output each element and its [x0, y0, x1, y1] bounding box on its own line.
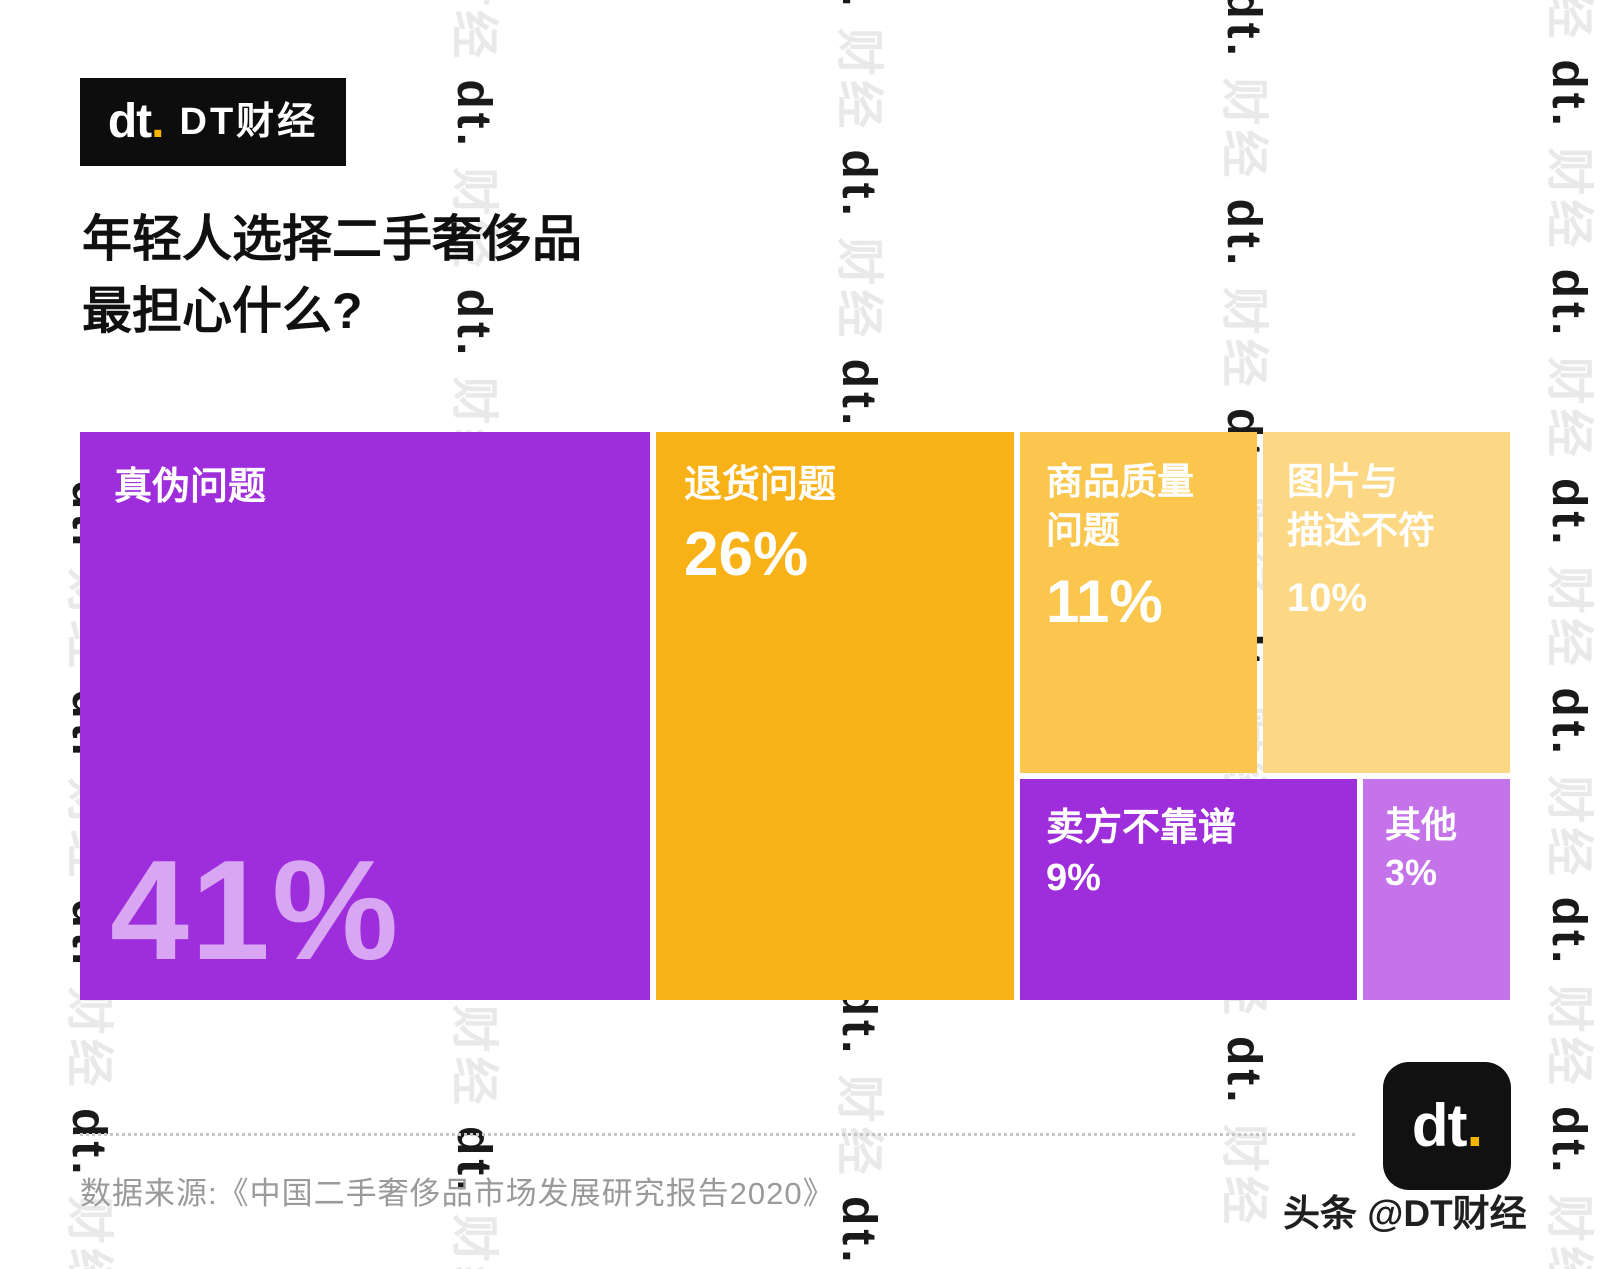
byline: 头条 @DT财经 — [1283, 1193, 1527, 1234]
data-source-note: 数据来源:《中国二手奢侈品市场发展研究报告2020》 — [80, 1176, 835, 1211]
segment-label: 卖方不靠谱 — [1046, 807, 1237, 849]
dt-logo-letters: dt — [107, 95, 152, 148]
segment-value: 11% — [1046, 567, 1163, 635]
brand-logo: dt. DT财经 — [80, 78, 346, 166]
segment-value: 3% — [1385, 851, 1438, 893]
segment-value: 26% — [684, 520, 809, 590]
dt-logo-dot: . — [151, 95, 164, 148]
segment-label: 其他 — [1385, 804, 1458, 845]
page-title-line-2: 最担心什么? — [82, 283, 363, 339]
page-title-line-1: 年轻人选择二手奢侈品 — [82, 211, 582, 267]
treemap-block-returns: 退货问题 26% — [656, 432, 1014, 1000]
divider-dotted-line — [80, 1133, 1355, 1136]
brand-name: DT财经 — [179, 101, 319, 143]
dt-logo-icon: dt. — [1412, 1096, 1483, 1156]
segment-label: 图片与 描述不符 — [1287, 461, 1435, 551]
page-title: 年轻人选择二手奢侈品 最担心什么? — [82, 203, 582, 347]
treemap-block-authenticity: 真伪问题 41% — [80, 432, 650, 1000]
segment-label: 退货问题 — [684, 464, 837, 506]
segment-value: 10% — [1287, 575, 1368, 620]
treemap-block-unreliable-seller: 卖方不靠谱 9% — [1020, 779, 1357, 1000]
dt-logo-badge: dt. — [1383, 1062, 1511, 1190]
segment-value: 41% — [110, 831, 401, 990]
segment-value: 9% — [1046, 857, 1101, 900]
dt-logo-icon: dt. — [107, 95, 165, 148]
segment-label: 商品质量 问题 — [1046, 461, 1194, 551]
treemap-block-description-mismatch: 图片与 描述不符 10% — [1263, 432, 1510, 773]
dt-logo-dot: . — [1466, 1092, 1483, 1159]
dt-logo-letters: dt — [1411, 1092, 1468, 1159]
treemap-block-quality: 商品质量 问题 11% — [1020, 432, 1257, 773]
treemap-block-other: 其他 3% — [1363, 779, 1510, 1000]
segment-label: 真伪问题 — [114, 466, 267, 508]
